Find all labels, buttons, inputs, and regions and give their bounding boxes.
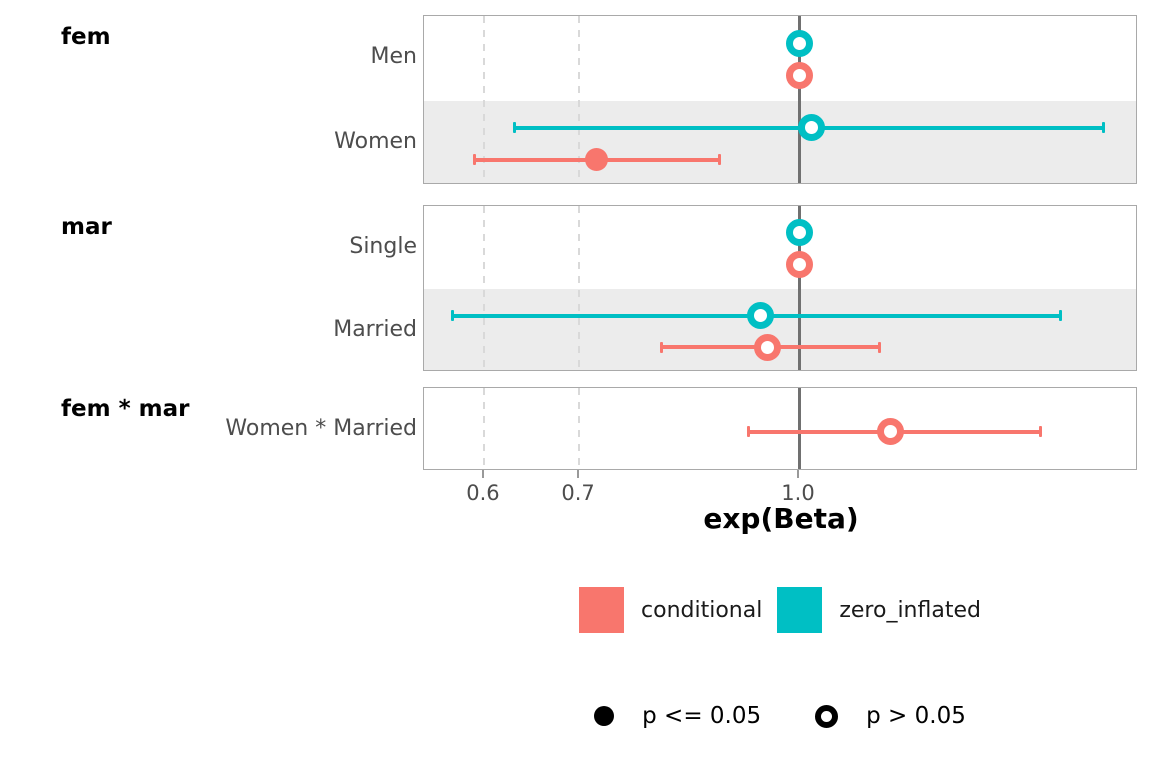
x-axis-title: exp(Beta) bbox=[703, 502, 859, 535]
gridline-0.7 bbox=[578, 16, 581, 183]
row-label-women: Women bbox=[334, 128, 417, 154]
facet-label-fem-mar: fem * mar bbox=[61, 396, 190, 422]
point-married-zero_inflated bbox=[747, 302, 775, 330]
ci-cap-high-women-zero_inflated bbox=[1102, 122, 1106, 134]
gridline-0.6 bbox=[482, 16, 485, 183]
row-label-married: Married bbox=[333, 316, 417, 342]
ci-cap-high-married-zero_inflated bbox=[1059, 310, 1063, 322]
shape-label-nonsignificant: p > 0.05 bbox=[866, 703, 966, 729]
component-color-legend: conditional zero_inflated bbox=[423, 587, 1137, 633]
point-men-zero_inflated bbox=[785, 29, 813, 57]
point-women-zero_inflated bbox=[797, 114, 825, 142]
legend-item-zero-inflated: zero_inflated bbox=[777, 587, 981, 633]
x-tick-0.7 bbox=[577, 470, 580, 478]
legend-item-conditional: conditional bbox=[579, 587, 762, 633]
row-label-women-married: Women * Married bbox=[225, 415, 417, 441]
x-tick-0.6 bbox=[481, 470, 484, 478]
legend-label-conditional: conditional bbox=[641, 597, 763, 623]
row-label-men: Men bbox=[370, 44, 417, 70]
point-single-zero_inflated bbox=[785, 219, 813, 247]
ci-cap-low-women-conditional bbox=[472, 154, 476, 166]
row-label-single: Single bbox=[349, 233, 417, 259]
x-tick-1 bbox=[797, 470, 799, 478]
filled-circle-icon bbox=[594, 706, 615, 726]
ci-cap-low-married-conditional bbox=[660, 341, 664, 353]
ci-cap-high-women-conditional bbox=[718, 154, 722, 166]
gridline-0.7 bbox=[578, 388, 581, 469]
point-women-conditional bbox=[584, 148, 608, 172]
x-tick-label-1: 1.0 bbox=[781, 481, 815, 505]
shape-label-significant: p <= 0.05 bbox=[642, 703, 762, 729]
point-married-conditional bbox=[753, 333, 781, 361]
ci-cap-low-women-zero_inflated bbox=[513, 122, 517, 134]
ci-cap-low-married-zero_inflated bbox=[451, 310, 455, 322]
row-stripe-married bbox=[424, 289, 1136, 370]
ci-cap-low-women-married-conditional bbox=[746, 426, 750, 438]
gridline-0.7 bbox=[578, 206, 581, 370]
x-tick-label-0.6: 0.6 bbox=[466, 481, 500, 505]
ci-cap-high-women-married-conditional bbox=[1038, 426, 1042, 438]
facet-label-mar: mar bbox=[61, 214, 112, 240]
point-men-conditional bbox=[785, 61, 813, 89]
reference-line bbox=[797, 16, 801, 183]
point-single-conditional bbox=[785, 250, 813, 278]
significance-shape-legend: p <= 0.05 p > 0.05 bbox=[423, 699, 1137, 733]
reference-line bbox=[797, 388, 801, 469]
x-tick-label-0.7: 0.7 bbox=[561, 481, 595, 505]
facet-panel-mar bbox=[423, 205, 1137, 371]
zero-inflated-swatch-icon bbox=[777, 587, 823, 633]
facet-label-fem: fem bbox=[61, 24, 111, 50]
gridline-0.6 bbox=[482, 388, 485, 469]
row-stripe-women bbox=[424, 100, 1136, 183]
open-circle-icon bbox=[815, 704, 839, 728]
point-women-married-conditional bbox=[877, 418, 905, 446]
gridline-0.6 bbox=[482, 206, 485, 370]
legend-label-zero-inflated: zero_inflated bbox=[839, 597, 981, 623]
facet-panel-fem-mar bbox=[423, 387, 1137, 470]
ci-cap-high-married-conditional bbox=[877, 341, 881, 353]
reference-line bbox=[797, 206, 801, 370]
conditional-swatch-icon bbox=[579, 587, 625, 633]
facet-panel-fem bbox=[423, 15, 1137, 184]
